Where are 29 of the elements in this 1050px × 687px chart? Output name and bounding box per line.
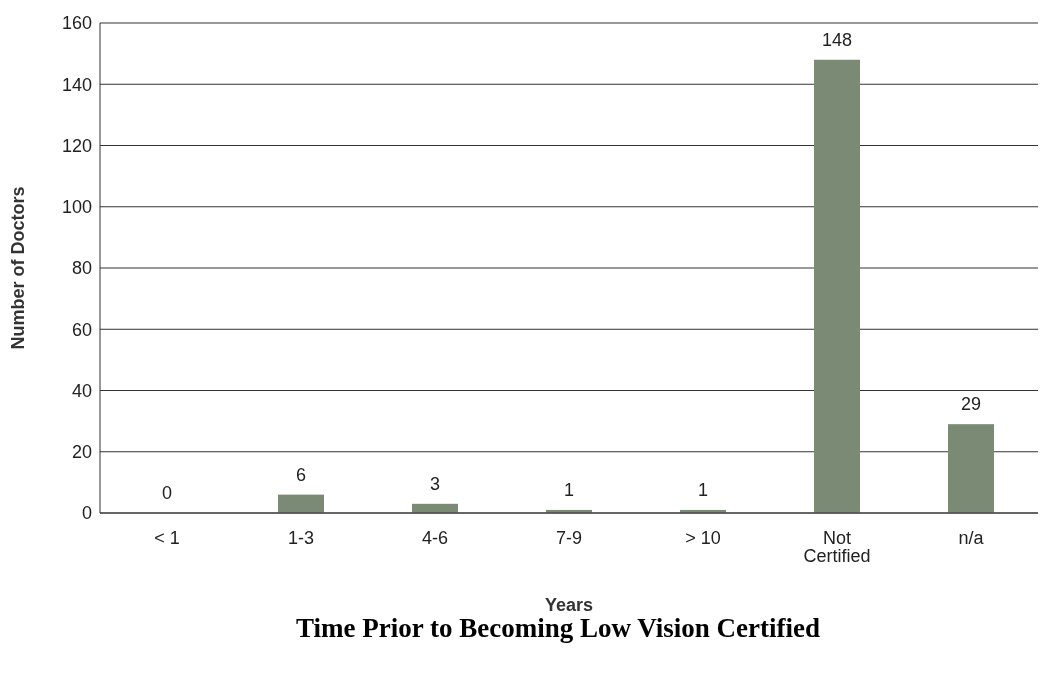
bar xyxy=(278,494,324,513)
y-tick-label: 120 xyxy=(61,135,92,156)
x-tick-label: 7-9 xyxy=(555,527,583,548)
x-tick-label: < 1 xyxy=(154,527,180,548)
x-tick-label: 4-6 xyxy=(421,527,449,548)
x-tick-label: Not Certified xyxy=(803,527,871,566)
y-tick-label: 20 xyxy=(71,442,92,463)
y-tick-label: 0 xyxy=(81,503,92,524)
x-tick-label: > 10 xyxy=(685,527,721,548)
y-tick-label: 160 xyxy=(61,13,92,34)
bar xyxy=(814,59,860,513)
bar xyxy=(948,424,994,513)
y-tick-label: 100 xyxy=(61,197,92,218)
y-tick-label: 60 xyxy=(71,319,92,340)
data-label: 29 xyxy=(960,394,982,415)
data-label: 6 xyxy=(295,464,307,485)
data-label: 148 xyxy=(821,29,853,50)
x-tick-label: n/a xyxy=(958,527,985,548)
x-tick-label: 1-3 xyxy=(287,527,315,548)
y-tick-label: 140 xyxy=(61,74,92,95)
data-label: 3 xyxy=(429,473,441,494)
x-axis-title: Years xyxy=(544,595,594,615)
text: Time Prior to Becoming Low Vision Certified xyxy=(295,613,821,644)
y-axis-title: Number of Doctors xyxy=(8,186,29,350)
data-label: 1 xyxy=(563,479,575,500)
data-label: 0 xyxy=(161,483,173,503)
data-label: 1 xyxy=(697,479,709,500)
y-tick-label: 40 xyxy=(71,380,92,401)
y-tick-label: 80 xyxy=(71,258,92,279)
